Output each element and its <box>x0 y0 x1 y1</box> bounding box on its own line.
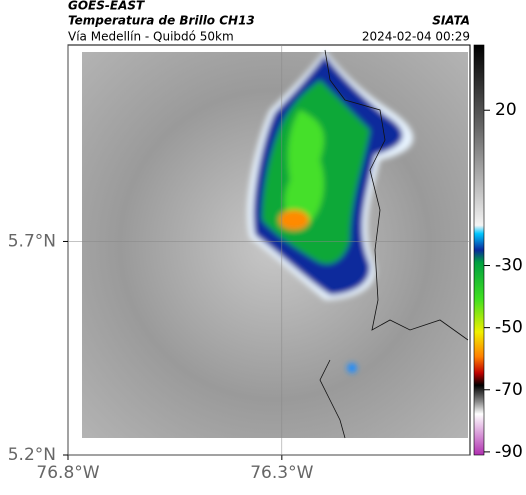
x-tick-label: 76.8°W <box>36 463 99 483</box>
title: GOES-EAST <box>68 0 145 13</box>
cloud <box>247 50 414 373</box>
region: Vía Medellín - Quibdó 50km <box>68 30 234 44</box>
y-tick-label: 5.7°N <box>8 231 56 251</box>
colorbar-label: -90 <box>495 442 523 462</box>
colorbar-label: -50 <box>495 318 523 338</box>
colorbar-label: -30 <box>495 256 523 276</box>
colorbar-label: -70 <box>495 380 523 400</box>
timestamp: 2024-02-04 00:29 <box>362 30 470 44</box>
map <box>67 44 471 456</box>
x-tick-label: 76.3°W <box>250 463 313 483</box>
y-tick-label: 5.2°N <box>8 445 56 465</box>
colorbar-label: 20 <box>495 100 517 120</box>
border <box>319 49 469 439</box>
subtitle: Temperatura de Brillo CH13 <box>68 14 255 28</box>
colorbar <box>473 44 485 456</box>
source: SIATA <box>432 14 470 28</box>
